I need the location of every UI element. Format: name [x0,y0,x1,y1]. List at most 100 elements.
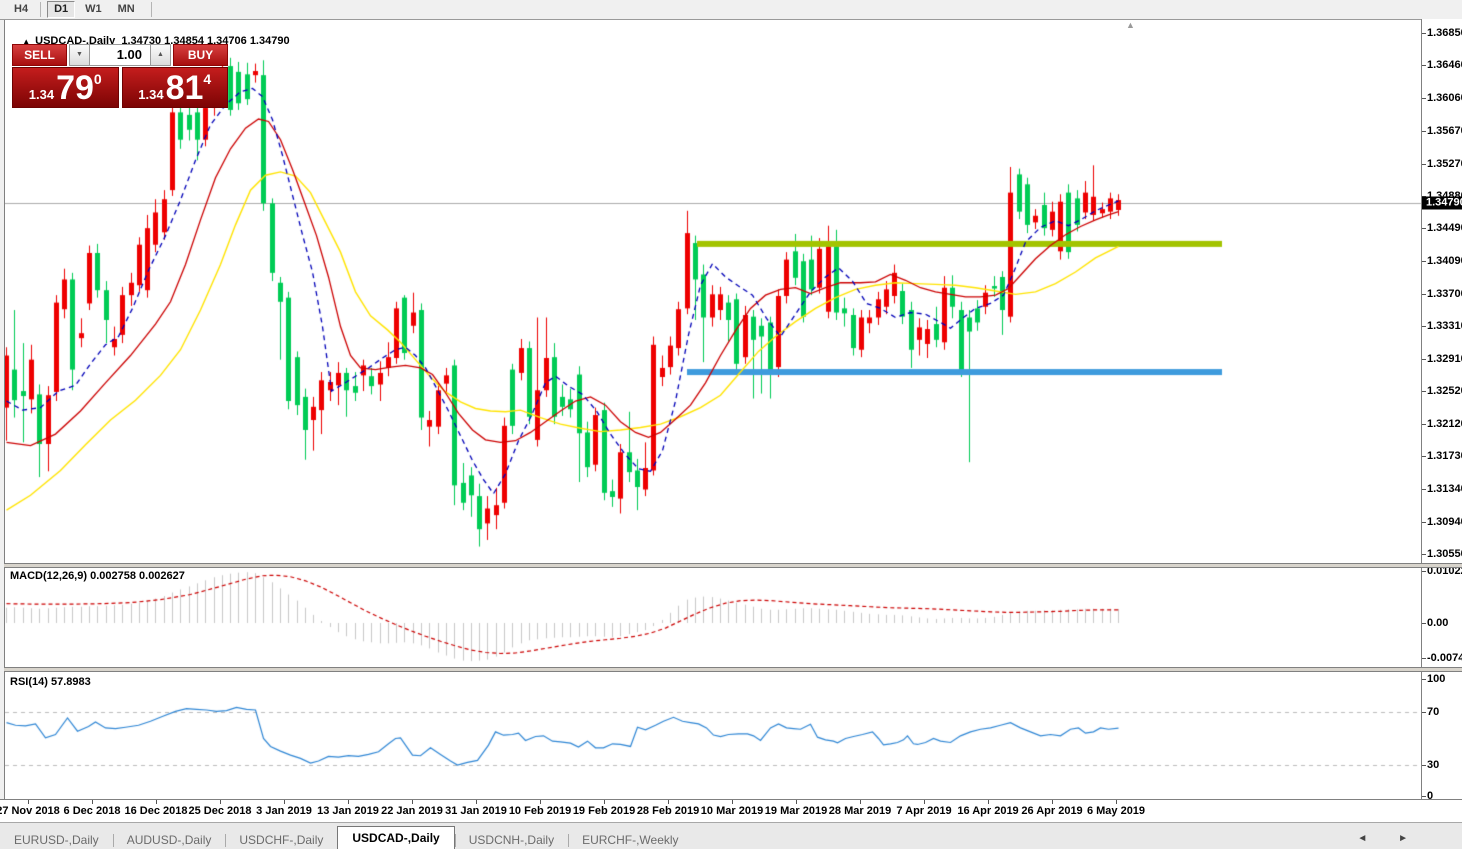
date-axis-label: 31 Jan 2019 [445,805,507,817]
price-tick [1422,391,1426,392]
timeframe-button-mn[interactable]: MN [117,3,135,15]
price-tick [1422,65,1426,66]
toolbar-separator [150,2,152,17]
tab-usdchf-daily[interactable]: USDCHF-,Daily [225,830,337,849]
chevron-down-icon: ▼ [76,51,83,58]
date-axis-label: 22 Jan 2019 [381,805,443,817]
volume-decrease-button[interactable]: ▼ [69,44,90,66]
timeframe-button-d1[interactable]: D1 [47,1,76,18]
date-tick [92,800,93,804]
price-axis-label: 1.30940 [1427,516,1462,528]
date-tick [476,800,477,804]
timeframe-button-w1[interactable]: W1 [85,3,102,15]
macd-tick [1422,571,1426,572]
rsi-pane-divider[interactable] [4,667,1462,672]
date-axis-label: 7 Apr 2019 [896,805,952,817]
tab-eurusd-daily[interactable]: EURUSD-,Daily [14,833,99,847]
collapse-triangle-icon[interactable]: ▲ [22,37,31,46]
date-axis[interactable]: 27 Nov 2018 6 Dec 2018 16 Dec 2018 25 Dec 2… [0,799,1462,823]
price-axis-label: 1.34490 [1427,222,1462,234]
date-tick [924,800,925,804]
volume-increase-button[interactable]: ▲ [150,44,171,66]
date-tick [732,800,733,804]
date-tick [860,800,861,804]
tab-usdcad-daily[interactable]: USDCAD-,Daily [337,826,455,849]
date-tick [412,800,413,804]
price-tick [1422,261,1426,262]
date-tick [540,800,541,804]
tab-usdcnh-daily[interactable]: USDCNH-,Daily [454,830,568,849]
price-tick [1422,164,1426,165]
date-tick [1052,800,1053,804]
one-click-trading-panel: SELL ▼ 1.00 ▲ BUY 1.34 79 0 1.34 81 4 [12,44,228,108]
toolbar-separator [40,2,42,17]
rsi-tick [1422,712,1426,713]
rsi-axis-label: 70 [1427,706,1440,718]
macd-axis-label: 0.00 [1427,617,1449,629]
price-tick [1422,359,1426,360]
date-axis-label: 19 Feb 2019 [572,805,636,817]
sell-price-box[interactable]: 1.34 79 0 [12,67,119,108]
price-tick [1422,228,1426,229]
rsi-tick [1422,765,1426,766]
date-axis-label: 3 Jan 2019 [256,805,312,817]
date-axis-label: 26 Apr 2019 [1021,805,1083,817]
price-axis-label: 1.36060 [1427,92,1462,104]
date-tick [156,800,157,804]
macd-indicator-label: MACD(12,26,9) 0.002758 0.002627 [10,570,185,582]
current-price-tag: 1.34790 [1422,196,1462,210]
price-tick [1422,294,1426,295]
tab-audusd-daily[interactable]: AUDUSD-,Daily [112,830,226,849]
date-tick [28,800,29,804]
date-axis-label: 10 Feb 2019 [508,805,572,817]
macd-tick [1422,623,1426,624]
date-axis-label: 28 Feb 2019 [636,805,700,817]
volume-input[interactable]: 1.00 [90,44,150,66]
price-axis-label: 1.30550 [1427,548,1462,560]
macd-axis-label: -0.007477 [1427,652,1462,664]
buy-price-big-digits: 81 [165,69,204,107]
date-tick [284,800,285,804]
date-axis-label: 6 Dec 2018 [63,805,121,817]
tab-eurchf-weekly[interactable]: EURCHF-,Weekly [568,830,692,849]
date-axis-label: 10 Mar 2019 [700,805,764,817]
date-tick [220,800,221,804]
buy-price-box[interactable]: 1.34 81 4 [121,67,228,108]
price-tick [1422,33,1426,34]
price-axis-label: 1.35270 [1427,158,1462,170]
date-tick [988,800,989,804]
rsi-tick [1422,796,1426,797]
macd-pane-divider[interactable] [4,563,1462,568]
date-axis-label: 19 Mar 2019 [764,805,828,817]
macd-tick [1422,658,1426,659]
date-axis-label: 28 Mar 2019 [828,805,892,817]
price-axis-label: 1.36850 [1427,27,1462,39]
sell-price-prefix: 1.34 [28,87,55,102]
price-axis[interactable]: 1.368501.364601.360601.356701.352701.348… [1421,19,1462,802]
rsi-tick [1422,679,1426,680]
price-tick [1422,456,1426,457]
rsi-axis-label: 100 [1427,673,1446,685]
timeframe-button-h4[interactable]: H4 [14,3,29,15]
timeframe-toolbar: H4 D1 W1 MN [0,0,1462,20]
price-axis-label: 1.32120 [1427,418,1462,430]
sell-button[interactable]: SELL [12,44,67,66]
date-axis-label: 13 Jan 2019 [317,805,379,817]
date-tick [668,800,669,804]
rsi-axis-label: 0 [1427,790,1434,802]
date-axis-label: 16 Apr 2019 [957,805,1019,817]
rsi-indicator-label: RSI(14) 57.8983 [10,676,91,688]
tab-scroll-arrows-icon[interactable]: ◄ ► [1357,833,1422,844]
chart-shift-triangle-icon[interactable]: ▲ [1126,20,1135,30]
price-axis-label: 1.31340 [1427,483,1462,495]
date-tick [348,800,349,804]
macd-axis-label: 0.010229 [1427,565,1462,577]
rsi-axis-label: 30 [1427,759,1440,771]
chevron-up-icon: ▲ [157,51,164,58]
buy-button[interactable]: BUY [173,44,228,66]
price-tick [1422,131,1426,132]
price-axis-label: 1.32520 [1427,385,1462,397]
date-axis-label: 25 Dec 2018 [188,805,252,817]
